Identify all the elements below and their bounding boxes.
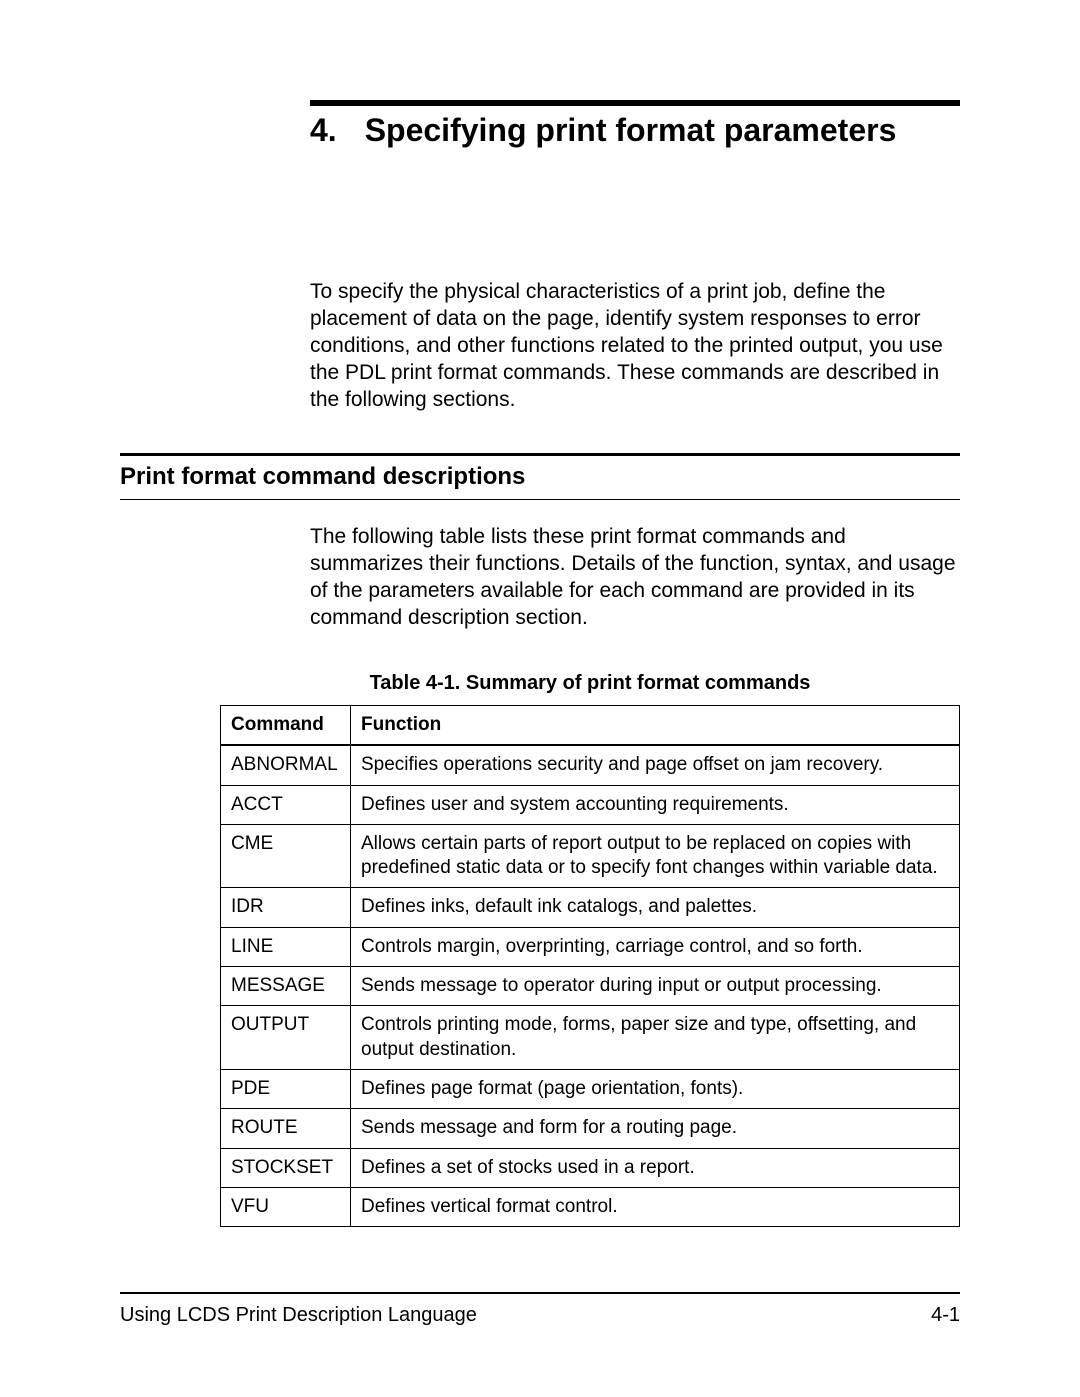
function-cell: Controls printing mode, forms, paper siz… [351, 1006, 960, 1070]
function-cell: Controls margin, overprinting, carriage … [351, 927, 960, 966]
command-table: Command Function ABNORMALSpecifies opera… [220, 705, 960, 1227]
function-cell: Defines inks, default ink catalogs, and … [351, 888, 960, 927]
chapter-rule [310, 100, 960, 106]
command-cell: IDR [221, 888, 351, 927]
chapter-title-row: 4. Specifying print format parameters [310, 112, 960, 149]
function-cell: Sends message and form for a routing pag… [351, 1109, 960, 1148]
section-paragraph: The following table lists these print fo… [310, 524, 960, 632]
command-cell: PDE [221, 1070, 351, 1109]
table-wrapper: Table 4-1. Summary of print format comma… [220, 672, 960, 1227]
chapter-number: 4. [310, 112, 337, 149]
table-row: MESSAGESends message to operator during … [221, 967, 960, 1006]
intro-paragraph: To specify the physical characteristics … [310, 279, 960, 413]
function-cell: Defines user and system accounting requi… [351, 785, 960, 824]
command-cell: STOCKSET [221, 1148, 351, 1187]
table-header-function: Function [351, 705, 960, 745]
page-footer: Using LCDS Print Description Language 4-… [120, 1292, 960, 1327]
command-cell: ROUTE [221, 1109, 351, 1148]
table-header-row: Command Function [221, 705, 960, 745]
section-rule-bottom [120, 499, 960, 500]
command-cell: LINE [221, 927, 351, 966]
command-cell: VFU [221, 1187, 351, 1226]
command-cell: MESSAGE [221, 967, 351, 1006]
command-cell: ABNORMAL [221, 745, 351, 785]
function-cell: Defines a set of stocks used in a report… [351, 1148, 960, 1187]
table-row: OUTPUTControls printing mode, forms, pap… [221, 1006, 960, 1070]
section-heading: Print format command descriptions [120, 459, 960, 493]
function-cell: Allows certain parts of report output to… [351, 824, 960, 888]
function-cell: Sends message to operator during input o… [351, 967, 960, 1006]
footer-left: Using LCDS Print Description Language [120, 1304, 477, 1327]
table-row: ABNORMALSpecifies operations security an… [221, 745, 960, 785]
function-cell: Defines vertical format control. [351, 1187, 960, 1226]
table-header-command: Command [221, 705, 351, 745]
command-cell: OUTPUT [221, 1006, 351, 1070]
footer-right: 4-1 [931, 1304, 960, 1327]
command-cell: ACCT [221, 785, 351, 824]
table-row: STOCKSETDefines a set of stocks used in … [221, 1148, 960, 1187]
table-row: LINEControls margin, overprinting, carri… [221, 927, 960, 966]
table-row: IDRDefines inks, default ink catalogs, a… [221, 888, 960, 927]
table-row: ACCTDefines user and system accounting r… [221, 785, 960, 824]
chapter-title: Specifying print format parameters [365, 112, 897, 149]
table-row: PDEDefines page format (page orientation… [221, 1070, 960, 1109]
function-cell: Specifies operations security and page o… [351, 745, 960, 785]
page: 4. Specifying print format parameters To… [0, 0, 1080, 1397]
section-rule-top [120, 453, 960, 456]
table-row: VFUDefines vertical format control. [221, 1187, 960, 1226]
table-row: CMEAllows certain parts of report output… [221, 824, 960, 888]
function-cell: Defines page format (page orientation, f… [351, 1070, 960, 1109]
table-caption: Table 4-1. Summary of print format comma… [220, 672, 960, 695]
footer-rule [120, 1292, 960, 1294]
command-cell: CME [221, 824, 351, 888]
table-row: ROUTESends message and form for a routin… [221, 1109, 960, 1148]
